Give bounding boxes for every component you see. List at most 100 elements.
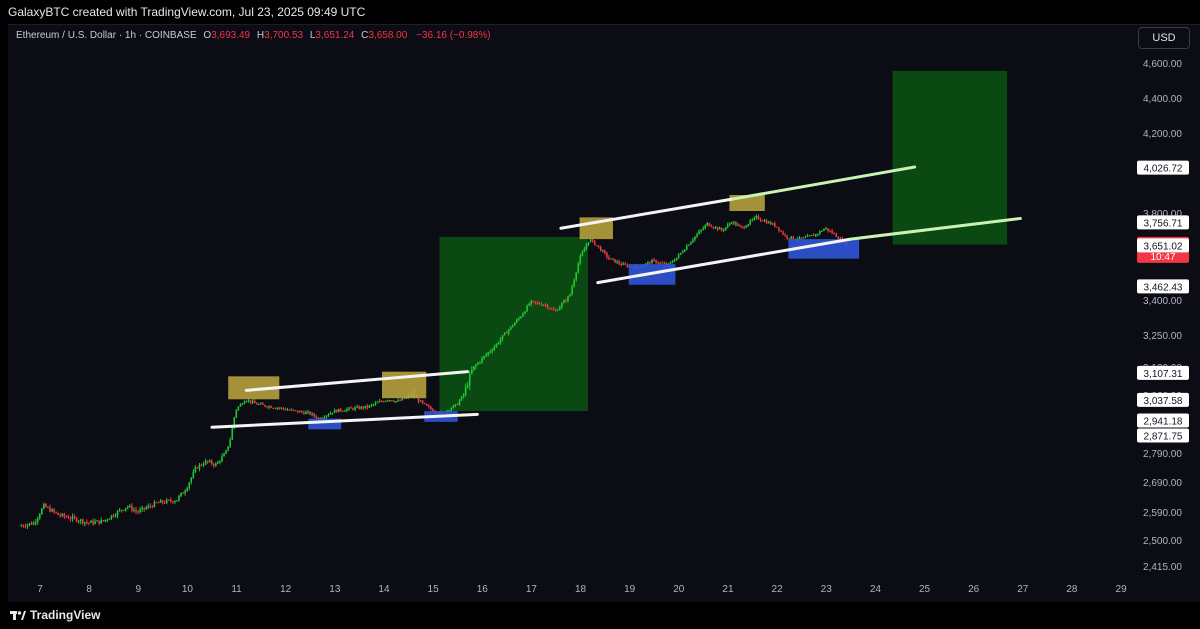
candle-body [374,402,377,405]
candle-body [112,515,115,517]
candle-body [479,362,481,364]
candle-body [563,300,565,304]
candle-body [675,257,678,261]
candle-body [372,404,375,406]
candle-body [22,525,25,527]
candle-body [170,499,172,502]
candle-body [688,244,690,246]
candle-body [573,279,575,287]
candle-body [333,409,336,413]
candle-body [317,417,320,419]
candle-body [196,467,199,469]
x-tick-label: 9 [135,584,141,595]
price-tag [1137,279,1189,294]
candle-body [116,510,119,516]
candle-body [726,224,729,228]
candle-body [565,300,567,302]
candle-body [290,409,293,411]
candle-body [737,224,739,226]
candle-body [710,226,713,228]
candle-body [702,228,704,230]
candle-body [739,224,741,227]
candle-body [448,410,451,412]
candle-body [397,400,399,402]
x-tick-label: 25 [919,584,931,595]
candle-body [57,512,59,516]
candle-body [303,412,305,414]
candle-body [137,511,139,513]
x-tick-label: 28 [1066,584,1078,595]
candle-body [200,464,203,466]
candle-body [616,261,618,263]
candle-body [804,236,807,238]
candle-body [698,231,700,235]
candle-body [487,352,489,355]
candle-body [462,395,465,397]
candle-body [114,515,117,517]
candle-body [356,406,358,408]
supply-zone [228,376,280,400]
candle-body [835,233,838,238]
candle-body [206,460,209,462]
candle-body [84,522,86,524]
candle-body [217,461,219,464]
candle-body [780,230,782,232]
candle-body [518,318,520,320]
candle-body [79,519,82,522]
chart-header: GalaxyBTC created with TradingView.com, … [0,0,1200,24]
candle-body [427,405,430,407]
candle-body [493,346,496,350]
candle-body [129,505,131,507]
candle-body [305,412,307,414]
candle-body [692,239,694,242]
x-tick-label: 16 [477,584,489,595]
candle-body [663,263,666,265]
candle-body [382,401,385,403]
candle-body [180,492,182,496]
candle-body [165,499,168,503]
candle-body [810,234,813,236]
low-label: L [309,30,316,41]
candle-body [135,510,137,512]
candle-body [292,409,295,411]
candle-body [384,400,387,402]
candle-body [690,241,692,245]
candle-body [419,400,422,402]
candle-body [264,404,266,407]
candle-body [673,260,676,262]
countdown-label: 10:47 [1150,252,1175,263]
candle-body [450,408,453,411]
candle-body [143,507,145,510]
candle-body [792,236,795,239]
x-tick-label: 18 [575,584,587,595]
candle-body [784,234,786,236]
candle-body [186,488,188,492]
candle-body [706,223,709,226]
candle-body [671,261,674,263]
y-tick-label: 4,200.00 [1143,129,1182,140]
price-tag-label: 2,941.18 [1144,417,1183,428]
candle-body [100,520,102,524]
candle-body [110,515,113,519]
candle-body [335,409,338,413]
y-tick-label: 2,790.00 [1143,449,1182,460]
candle-body [176,500,178,502]
candle-body [153,502,156,507]
currency-button[interactable]: USD [1138,27,1190,49]
candle-body [227,446,229,451]
candle-body [47,507,49,509]
candle-body [319,417,322,420]
candle-body [172,501,174,503]
candle-body [765,220,768,224]
candle-body [536,302,539,304]
candle-body [219,461,221,463]
candle-body [814,234,817,237]
candle-body [722,229,725,231]
candle-body [483,356,485,359]
candle-body [759,219,762,221]
candle-body [94,521,96,524]
candle-body [102,520,105,522]
candle-body [534,301,537,303]
candle-body [184,491,186,494]
